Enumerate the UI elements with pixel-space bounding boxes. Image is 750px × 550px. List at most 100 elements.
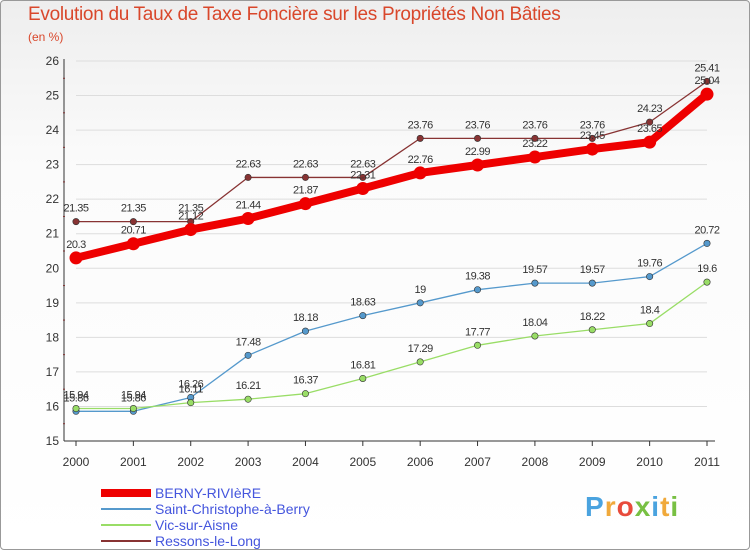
data-point — [531, 134, 539, 142]
data-point — [703, 278, 711, 286]
data-label: 23.76 — [465, 119, 490, 131]
logo-letter: i — [670, 491, 680, 522]
legend-label: Vic-sur-Aisne — [155, 517, 238, 533]
series-line-3 — [75, 80, 708, 223]
y-tick-label: 16 — [46, 399, 60, 413]
legend-label: Saint-Christophe-à-Berry — [155, 501, 310, 517]
data-label: 21.12 — [178, 211, 203, 223]
logo-letter: o — [616, 491, 635, 522]
y-tick-label: 20 — [46, 261, 60, 275]
x-tick-label: 2002 — [177, 455, 204, 469]
data-label: 18.63 — [350, 297, 375, 309]
data-point — [416, 134, 424, 142]
data-label: 22.63 — [293, 158, 318, 170]
legend-swatch — [101, 489, 151, 497]
logo-letter: i — [651, 491, 661, 522]
data-label: 18.04 — [522, 317, 547, 329]
data-point — [416, 358, 424, 366]
data-label: 19.38 — [465, 271, 490, 283]
data-point — [585, 142, 599, 156]
data-point — [588, 279, 596, 287]
y-tick-label: 15 — [46, 434, 60, 448]
data-label: 21.35 — [121, 203, 146, 215]
y-tick-label: 17 — [46, 365, 60, 379]
data-label: 21.35 — [178, 203, 203, 215]
data-label: 19.6 — [697, 263, 717, 275]
data-point — [301, 390, 309, 398]
data-label: 22.63 — [350, 158, 375, 170]
data-label: 23.76 — [522, 119, 547, 131]
data-point — [413, 166, 427, 180]
data-label: 19.57 — [522, 264, 547, 276]
y-tick-label: 24 — [46, 123, 60, 137]
data-point — [646, 320, 654, 328]
data-point — [646, 273, 654, 281]
data-point — [703, 239, 711, 247]
legend-swatch — [101, 524, 151, 526]
data-point — [528, 150, 542, 164]
data-point — [129, 405, 137, 413]
data-label: 20.71 — [121, 225, 146, 237]
data-point — [703, 77, 711, 85]
data-label: 22.31 — [350, 169, 375, 181]
data-point — [184, 223, 198, 237]
data-label: 15.86 — [121, 392, 146, 404]
data-point — [359, 312, 367, 320]
data-label: 15.94 — [121, 390, 146, 402]
data-point — [531, 332, 539, 340]
data-point — [72, 218, 80, 226]
data-label: 20.3 — [66, 239, 86, 251]
data-label: 22.76 — [408, 154, 433, 166]
data-point — [471, 158, 485, 172]
data-label: 18.22 — [580, 311, 605, 323]
data-point — [359, 374, 367, 382]
y-tick-label: 23 — [46, 158, 60, 172]
data-label: 16.21 — [236, 380, 261, 392]
data-label: 23.65 — [637, 123, 662, 135]
logo-letter: P — [585, 491, 605, 522]
data-label: 24.23 — [637, 103, 662, 115]
data-point — [474, 286, 482, 294]
data-label: 17.77 — [465, 326, 490, 338]
data-label: 17.48 — [236, 336, 261, 348]
legend-swatch — [101, 508, 151, 510]
data-label: 23.76 — [580, 119, 605, 131]
data-label: 16.26 — [178, 378, 203, 390]
data-point — [646, 118, 654, 126]
x-tick-label: 2000 — [63, 455, 90, 469]
data-point — [588, 134, 596, 142]
legend-swatch — [101, 540, 151, 542]
data-point — [700, 87, 714, 101]
x-tick-label: 2003 — [235, 455, 262, 469]
data-point — [244, 351, 252, 359]
data-label: 16.81 — [350, 359, 375, 371]
data-point — [244, 395, 252, 403]
data-label: 22.63 — [236, 158, 261, 170]
legend-label: BERNY-RIVIèRE — [155, 485, 262, 501]
data-label: 16.37 — [293, 375, 318, 387]
data-point — [241, 212, 255, 226]
logo-letter: t — [660, 491, 671, 522]
data-point — [416, 299, 424, 307]
data-label: 19.76 — [637, 258, 662, 270]
data-label: 18.4 — [640, 305, 660, 317]
data-label: 15.94 — [63, 390, 88, 402]
data-label: 18.18 — [293, 312, 318, 324]
data-point — [301, 173, 309, 181]
data-label: 21.35 — [63, 203, 88, 215]
x-tick-label: 2006 — [407, 455, 434, 469]
data-point — [588, 326, 596, 334]
data-point — [359, 173, 367, 181]
x-tick-label: 2004 — [292, 455, 319, 469]
data-point — [244, 173, 252, 181]
data-point — [643, 135, 657, 149]
data-point — [129, 218, 137, 226]
chart-title: Evolution du Taux de Taxe Foncière sur l… — [28, 4, 561, 25]
data-label: 25.41 — [694, 62, 719, 74]
data-label: 21.87 — [293, 185, 318, 197]
data-point — [69, 251, 83, 265]
chart-unit: (en %) — [28, 30, 64, 44]
data-point — [356, 181, 370, 195]
data-point — [474, 341, 482, 349]
y-tick-label: 22 — [46, 192, 60, 206]
